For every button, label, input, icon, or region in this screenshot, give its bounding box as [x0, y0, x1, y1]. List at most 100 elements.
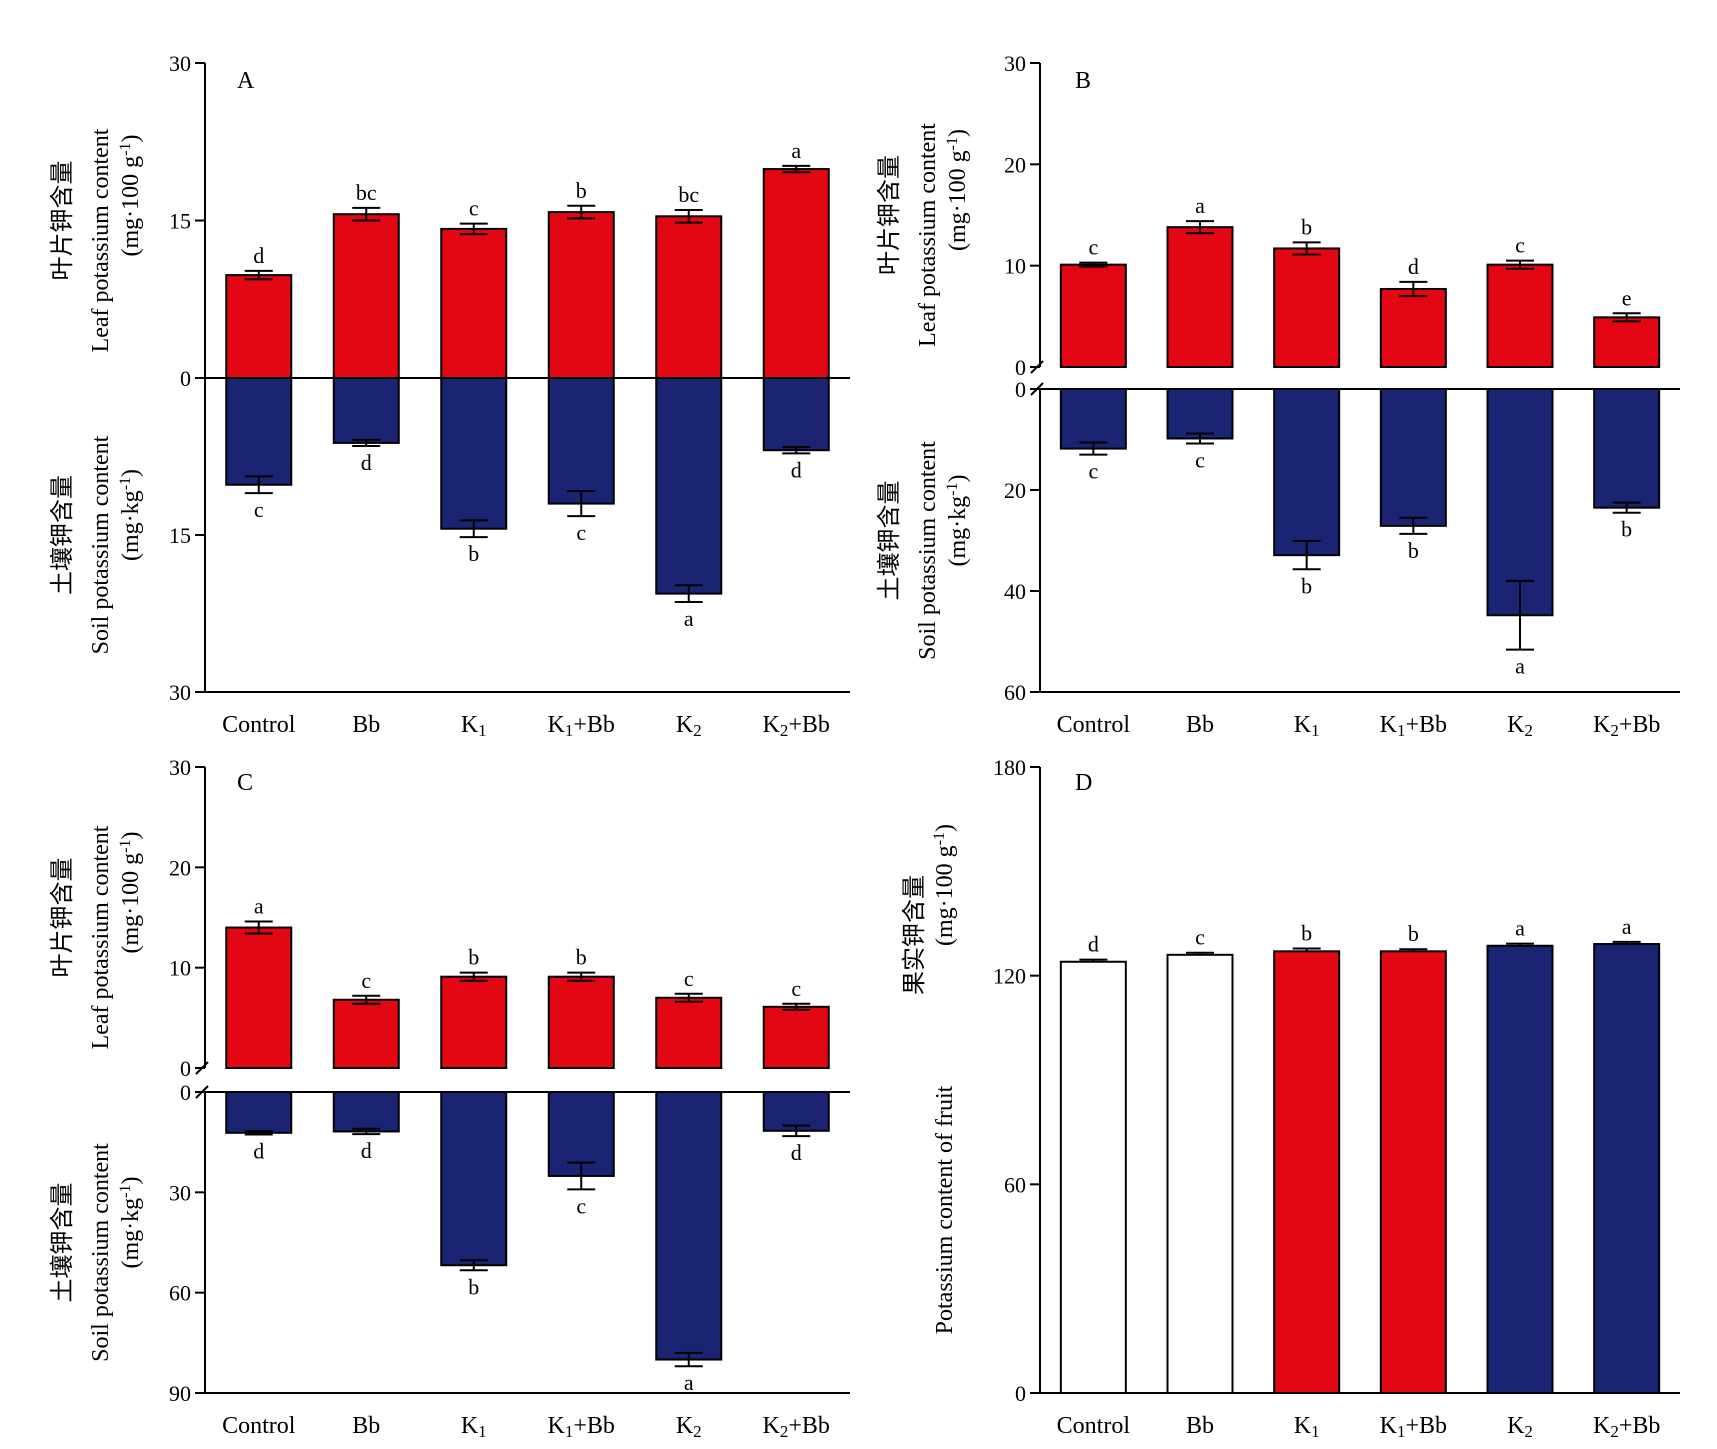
y-unit-bottom: (mg·kg-1) [944, 475, 972, 567]
y-tick-label-top-1: 15 [169, 209, 191, 234]
y-tick-label-0: 0 [1015, 1381, 1026, 1406]
soil-sig-letter-3: c [576, 1193, 586, 1218]
soil-bar-0 [1059, 388, 1127, 450]
y-tick-label-1: 60 [1004, 1172, 1026, 1197]
leaf-sig-letter-2: b [1301, 214, 1312, 239]
y-tick-label-bottom-2: 40 [1004, 579, 1026, 604]
leaf-sig-letter-1: c [361, 968, 371, 993]
leaf-bar-1 [332, 998, 400, 1069]
y-tick-label-top-0: 0 [180, 366, 191, 391]
soil-sig-letter-4: a [684, 1370, 694, 1395]
panel-label: C [237, 770, 253, 796]
category-label-3: K1+Bb [548, 712, 615, 740]
soil-bar-5 [762, 1091, 830, 1132]
category-label-0: Control [1057, 712, 1131, 738]
y-tick-label-top-2: 30 [169, 51, 191, 76]
soil-bar-2 [440, 1091, 508, 1267]
y-label-top: Leaf potassium content [88, 128, 114, 352]
soil-sig-letter-0: d [253, 1138, 264, 1163]
y-label-top-cn: 叶片钾含量 [48, 858, 76, 978]
soil-sig-letter-0: c [254, 497, 264, 522]
category-label-0: Control [222, 712, 296, 738]
category-label-4: K2 [1507, 1413, 1533, 1441]
y-tick-label-top-1: 10 [169, 956, 191, 981]
soil-sig-letter-1: c [1195, 448, 1205, 473]
y-tick-label-top-1: 10 [1004, 254, 1026, 279]
leaf-sig-letter-0: a [254, 894, 264, 919]
y-unit: (mg·100 g-1) [931, 824, 959, 946]
soil-sig-letter-4: a [1515, 654, 1525, 679]
soil-bar-5 [1593, 388, 1661, 509]
category-label-2: K1 [461, 712, 487, 740]
y-unit-bottom: (mg·kg-1) [117, 1177, 145, 1269]
soil-bar-0 [225, 1091, 293, 1134]
soil-sig-letter-5: d [791, 457, 802, 482]
y-tick-label-top-0: 0 [180, 1056, 191, 1081]
fruit-sig-letter-4: a [1515, 916, 1525, 941]
leaf-sig-letter-2: c [469, 196, 479, 221]
leaf-sig-letter-2: b [468, 945, 479, 970]
y-tick-label-bottom-2: 60 [169, 1281, 191, 1306]
fruit-sig-letter-1: c [1195, 925, 1205, 950]
category-label-4: K2 [1507, 712, 1533, 740]
category-label-2: K1 [1294, 1413, 1320, 1441]
category-label-5: K2+Bb [763, 712, 830, 740]
leaf-sig-letter-1: bc [356, 180, 377, 205]
soil-bar-0 [225, 377, 293, 486]
soil-bar-5 [762, 377, 830, 452]
y-unit-top: (mg·100 g-1) [944, 129, 972, 251]
y-tick-label-top-0: 0 [1015, 355, 1026, 380]
soil-bar-4 [655, 1091, 723, 1361]
y-label-bottom-cn: 土壤钾含量 [48, 475, 76, 595]
y-tick-label-top-2: 20 [169, 855, 191, 880]
soil-sig-letter-1: d [361, 450, 372, 475]
category-label-4: K2 [676, 1413, 702, 1441]
soil-sig-letter-3: c [576, 520, 586, 545]
y-unit-top: (mg·100 g-1) [117, 832, 145, 954]
panel-label: B [1075, 68, 1091, 94]
panel-label: A [237, 68, 255, 94]
leaf-bar-2 [440, 227, 508, 379]
category-label-1: Bb [352, 1413, 380, 1439]
y-unit-top: (mg·100 g-1) [117, 135, 145, 257]
y-tick-label-2: 120 [993, 964, 1026, 989]
y-tick-label-top-2: 20 [1004, 152, 1026, 177]
panel-label: D [1075, 770, 1092, 796]
category-label-5: K2+Bb [1593, 1413, 1660, 1441]
fruit-bar-1 [1166, 953, 1234, 1394]
y-label-top-cn: 叶片钾含量 [48, 161, 76, 281]
soil-sig-letter-5: b [1621, 517, 1632, 542]
leaf-sig-letter-0: c [1088, 235, 1098, 260]
category-label-5: K2+Bb [763, 1413, 830, 1441]
fruit-bar-4 [1486, 944, 1554, 1394]
category-label-3: K1+Bb [1380, 712, 1447, 740]
leaf-sig-letter-4: bc [678, 182, 699, 207]
leaf-bar-5 [762, 168, 830, 379]
y-label-bottom: Soil potassium content [88, 435, 114, 654]
soil-sig-letter-3: b [1408, 538, 1419, 563]
leaf-sig-letter-3: b [576, 945, 587, 970]
y-label-bottom: Soil potassium content [88, 1143, 114, 1362]
leaf-sig-letter-5: a [791, 138, 801, 163]
fruit-sig-letter-2: b [1301, 921, 1312, 946]
leaf-bar-4 [1486, 263, 1554, 368]
soil-sig-letter-2: b [468, 541, 479, 566]
y-label-cn: 果实钾含量 [900, 875, 928, 995]
category-label-4: K2 [676, 712, 702, 740]
leaf-bar-1 [332, 213, 400, 379]
y-tick-label-bottom-1: 30 [169, 1180, 191, 1205]
fruit-bar-3 [1379, 950, 1447, 1394]
category-label-2: K1 [1294, 712, 1320, 740]
soil-bar-1 [1166, 388, 1234, 440]
category-label-0: Control [222, 1413, 296, 1439]
panel-B: 0 10 20 30 0 20 40 60 c c Control a c Bb b b K1 d b K1+Bb c a… [875, 51, 1680, 740]
leaf-bar-3 [1379, 287, 1447, 368]
category-label-0: Control [1057, 1413, 1131, 1439]
y-tick-label-top-3: 30 [169, 755, 191, 780]
fruit-bar-5 [1593, 943, 1661, 1394]
leaf-bar-2 [440, 975, 508, 1069]
y-label-top-cn: 叶片钾含量 [875, 155, 903, 275]
y-tick-label-bottom-0: 0 [1015, 377, 1026, 402]
y-tick-label-bottom-1: 20 [1004, 478, 1026, 503]
